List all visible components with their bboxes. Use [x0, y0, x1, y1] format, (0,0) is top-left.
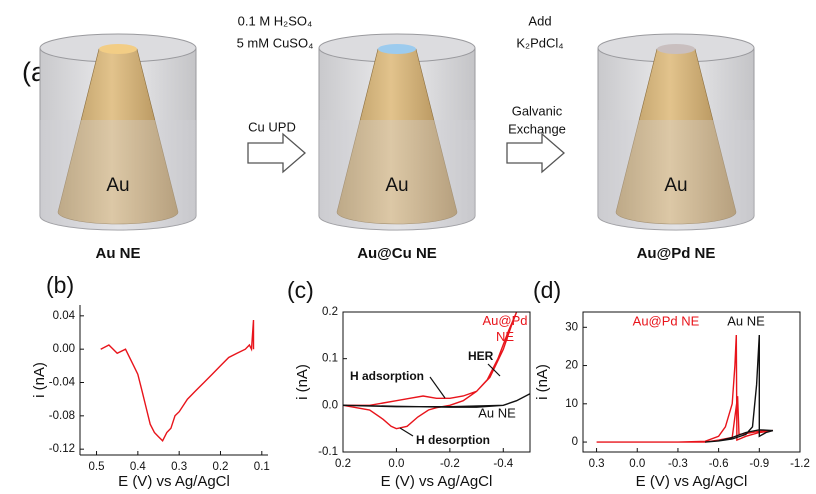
x-axis-label: E (V) vs Ag/AgCl — [636, 473, 748, 490]
core-label: Au — [385, 175, 408, 196]
x-tick-label: 0.4 — [130, 461, 147, 473]
legend-label: Au NE — [727, 313, 765, 328]
y-tick-label: 20 — [565, 360, 578, 372]
y-tick-label: -0.04 — [49, 377, 76, 389]
step-label: Exchange — [508, 121, 566, 136]
electrode-name: Au NE — [96, 245, 141, 262]
step-label: Galvanic — [512, 103, 563, 118]
legend-label: Au NE — [478, 405, 516, 420]
y-tick-label: 0.04 — [53, 310, 76, 322]
reagent: K₂PdCl₄ — [516, 35, 563, 50]
x-tick-label: -1.2 — [790, 458, 810, 470]
y-tick-label: -0.08 — [49, 410, 75, 422]
arrow — [507, 134, 564, 172]
y-tick-label: -0.1 — [318, 446, 338, 458]
x-tick-label: -0.9 — [749, 458, 769, 470]
x-tick-label: 0.0 — [629, 458, 645, 470]
panel-label: (d) — [533, 277, 561, 303]
arrow — [248, 134, 305, 172]
y-tick-label: 30 — [565, 321, 578, 333]
y-tick-label: -0.12 — [49, 443, 75, 455]
x-tick-label: 0.3 — [171, 461, 187, 473]
figure: (a) 0.1 M H₂SO₄ 5 mM CuSO₄ Cu UPD Add K₂… — [0, 0, 816, 494]
y-axis-label: i (nA) — [534, 364, 551, 400]
cone-tip — [99, 44, 137, 54]
data-line — [101, 320, 254, 441]
core-label: Au — [106, 175, 129, 196]
reagent: Add — [528, 13, 551, 28]
x-tick-label: 0.5 — [89, 461, 105, 473]
electrode-name: Au@Pd NE — [637, 245, 716, 262]
x-tick-label: 0.1 — [254, 461, 270, 473]
annotation: H adsorption — [350, 369, 424, 383]
x-tick-label: 0.2 — [335, 458, 351, 470]
x-tick-label: -0.3 — [668, 458, 688, 470]
core-label: Au — [664, 175, 687, 196]
y-axis-label: i (nA) — [31, 362, 48, 398]
annotation-arrow — [400, 428, 413, 436]
electrolyte: 0.1 M H₂SO₄ — [238, 13, 313, 28]
x-axis-label: E (V) vs Ag/AgCl — [381, 473, 493, 490]
y-tick-label: 0 — [572, 436, 578, 448]
x-tick-label: 0.3 — [589, 458, 605, 470]
step-label: Cu UPD — [248, 119, 296, 134]
y-tick-label: 0.00 — [53, 343, 75, 355]
page: { "schematic": { "label": "(a)", "electr… — [0, 0, 816, 494]
y-tick-label: 10 — [565, 398, 578, 410]
x-tick-label: 0.2 — [212, 461, 228, 473]
x-tick-label: -0.2 — [440, 458, 460, 470]
y-axis-label: i (nA) — [294, 364, 311, 400]
y-tick-label: 0.0 — [322, 399, 338, 411]
electrolyte: 5 mM CuSO₄ — [237, 35, 314, 50]
x-tick-label: 0.0 — [388, 458, 404, 470]
annotation-arrow — [430, 377, 445, 398]
data-line — [597, 335, 773, 442]
x-axis-label: E (V) vs Ag/AgCl — [118, 473, 230, 490]
cone-tip — [657, 44, 695, 54]
panel-label: (c) — [287, 277, 314, 303]
annotation: H desorption — [416, 433, 490, 447]
legend-label: Au@Pd NE — [633, 313, 700, 328]
panel-label: (b) — [46, 272, 74, 298]
annotation: HER — [468, 349, 494, 363]
cone-tip — [378, 44, 416, 54]
x-tick-label: -0.4 — [493, 458, 513, 470]
y-tick-label: 0.2 — [322, 306, 338, 318]
electrode-name: Au@Cu NE — [357, 245, 437, 262]
x-tick-label: -0.6 — [709, 458, 729, 470]
y-tick-label: 0.1 — [322, 353, 338, 365]
